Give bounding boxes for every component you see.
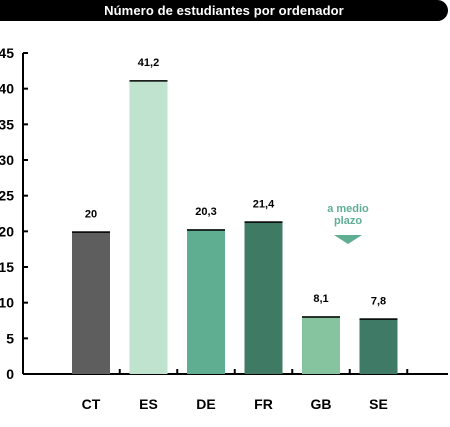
category-labels: CT ES DE FR GB SE [82,396,388,412]
value-label: 41,2 [138,57,159,69]
category-label: FR [254,396,273,412]
category-label: GB [311,396,332,412]
category-label: ES [139,396,158,412]
category-label: SE [369,396,388,412]
annotation-text-line2: plazo [334,215,362,227]
value-label: 21,4 [253,198,275,210]
annotation-arrow-icon [334,235,362,244]
y-tick-label: 25 [0,188,14,204]
y-tick-label: 40 [0,81,14,97]
y-tick-label: 30 [0,152,14,168]
chart-title: Número de estudiantes por ordenador [104,3,344,18]
y-tick-label: 0 [6,366,14,382]
annotation-text-line1: a medio [327,203,369,215]
bar-ct [72,231,110,374]
value-label: 20 [85,208,97,220]
x-ticks [118,369,409,374]
annotation: a medio plazo [327,203,369,244]
y-tick-label: 35 [0,116,14,132]
bars [72,80,398,375]
y-ticks: 0 5 10 15 20 25 30 35 40 45 [0,45,28,382]
y-tick-label: 45 [0,45,14,61]
bar-de [187,229,225,374]
y-tick-label: 15 [0,259,14,275]
bar-gb [302,316,340,374]
title-bar: Número de estudiantes por ordenador [0,0,448,21]
bar-es [129,80,168,375]
value-label: 7,8 [371,295,386,307]
value-label: 8,1 [313,293,328,305]
y-tick-label: 10 [0,295,14,311]
category-label: DE [196,396,215,412]
value-label: 20,3 [195,206,216,218]
category-label: CT [82,396,101,412]
bar-fr [244,221,283,374]
value-labels: 20 41,2 20,3 21,4 8,1 7,8 [85,57,386,307]
bar-se [359,318,398,374]
y-tick-label: 5 [6,330,14,346]
y-tick-label: 20 [0,223,14,239]
